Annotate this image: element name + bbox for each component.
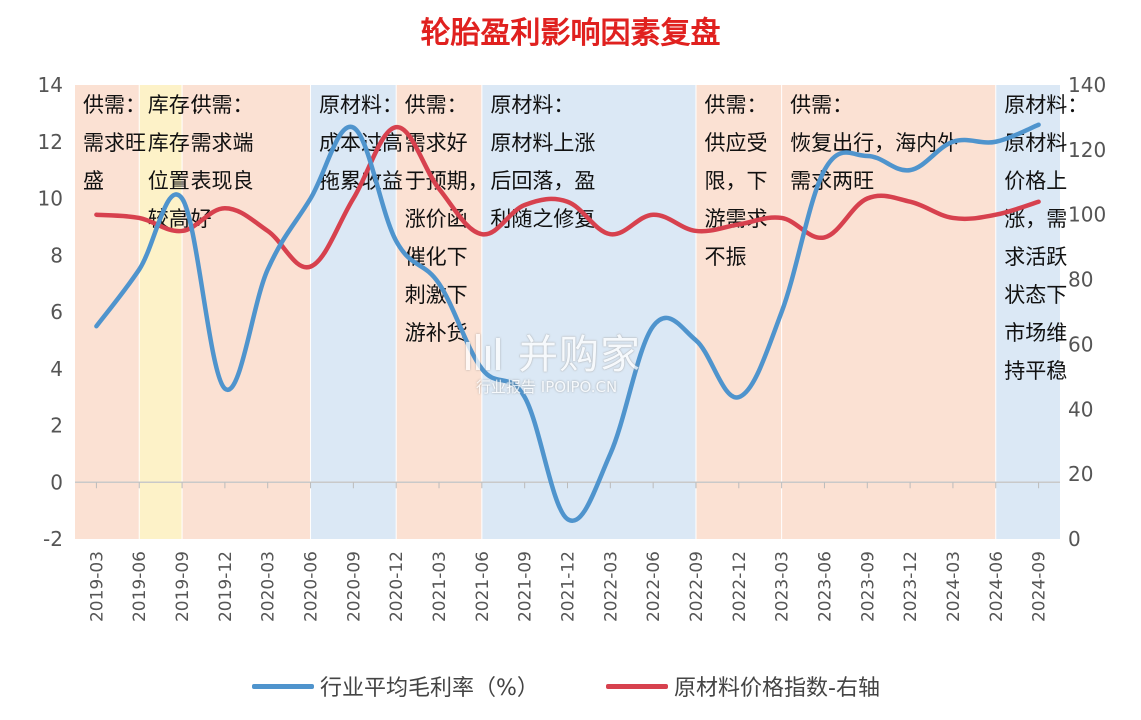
left-tick-label-4: 6 (50, 300, 63, 324)
band-6 (696, 85, 782, 539)
left-tick-label-5: 8 (50, 243, 63, 267)
band-5-line-0: 原材料： (490, 93, 574, 117)
watermark: 并购家 行业报告 IPOIPO.CN (462, 322, 672, 402)
x-tick-label-14: 2022-09 (687, 551, 707, 622)
band-3 (311, 85, 396, 539)
band-1-line-1: 库存 (148, 131, 190, 155)
legend-label-material: 原材料价格指数-右轴 (674, 676, 880, 701)
x-tick-label-12: 2022-03 (601, 551, 621, 622)
band-1 (139, 85, 182, 539)
x-tick-label-22: 2024-09 (1030, 551, 1050, 622)
legend-swatch-margin (252, 683, 314, 689)
x-tick-label-11: 2021-12 (559, 551, 579, 622)
band-4-line-4: 催化下 (405, 245, 468, 269)
x-tick-label-21: 2024-06 (987, 551, 1007, 622)
x-tick-label-16: 2023-03 (773, 551, 793, 622)
band-6-line-4: 不振 (704, 245, 746, 269)
band-5 (482, 85, 696, 539)
legend-item-margin: 行业平均毛利率（%） (252, 668, 539, 704)
band-4-line-0: 供需： (405, 93, 468, 117)
x-tick-label-18: 2023-09 (858, 551, 878, 622)
x-tick-label-1: 2019-06 (130, 551, 150, 622)
band-8-line-0: 原材料： (1004, 93, 1088, 117)
left-tick-label-3: 4 (50, 357, 63, 381)
band-7-line-1: 恢复出行，海内外 (790, 131, 958, 155)
band-6-line-0: 供需： (704, 93, 767, 117)
x-tick-label-4: 2020-03 (259, 551, 279, 622)
x-tick-label-20: 2024-03 (944, 551, 964, 622)
band-8-line-5: 状态下 (1004, 283, 1067, 307)
band-2-line-0: 供需： (191, 93, 254, 117)
left-tick-label-1: 0 (50, 470, 63, 494)
band-7 (782, 85, 996, 539)
left-tick-label-6: 10 (38, 187, 63, 211)
legend: 行业平均毛利率（%） 原材料价格指数-右轴 (0, 668, 1141, 704)
band-0-line-2: 盛 (83, 169, 104, 193)
x-tick-label-15: 2022-12 (730, 551, 750, 622)
band-4-line-5: 刺激下 (405, 283, 468, 307)
left-tick-label-8: 14 (38, 73, 63, 97)
band-3-line-0: 原材料： (319, 93, 403, 117)
band-7-line-0: 供需： (790, 93, 853, 117)
band-4 (396, 85, 482, 539)
right-tick-label-3: 60 (1068, 332, 1093, 356)
band-0-line-0: 供需： (83, 93, 146, 117)
series-line-0 (94, 122, 1041, 523)
watermark-subtext: 行业报告 IPOIPO.CN (476, 378, 618, 396)
x-tick-label-19: 2023-12 (901, 551, 921, 622)
chart-title: 轮胎盈利影响因素复盘 (420, 16, 721, 51)
x-tick-label-2: 2019-09 (173, 551, 193, 622)
right-tick-label-6: 120 (1068, 138, 1106, 162)
right-tick-label-0: 0 (1068, 527, 1081, 551)
x-tick-label-10: 2021-09 (516, 551, 536, 622)
x-tick-label-7: 2020-12 (387, 551, 407, 622)
legend-label-margin: 行业平均毛利率（%） (320, 676, 539, 701)
band-1-line-2: 位置 (148, 169, 190, 193)
right-tick-label-1: 20 (1068, 462, 1093, 486)
right-tick-label-5: 100 (1068, 203, 1106, 227)
band-1-line-0: 库存： (148, 93, 211, 117)
band-7-line-2: 需求两旺 (790, 169, 874, 193)
x-tick-label-8: 2021-03 (430, 551, 450, 622)
band-5-line-2: 后回落，盈 (490, 169, 595, 193)
band-8-line-7: 持平稳 (1004, 359, 1067, 383)
band-2-line-2: 表现良 (191, 169, 254, 193)
x-tick-label-5: 2020-06 (302, 551, 322, 622)
band-4-line-3: 涨价函 (405, 207, 468, 231)
x-tick-label-17: 2023-06 (815, 551, 835, 622)
band-6-line-2: 限，下 (704, 169, 767, 193)
watermark-logo-icon (466, 334, 500, 370)
legend-swatch-material (606, 683, 668, 689)
band-5-line-1: 原材料上涨 (490, 131, 595, 155)
band-8 (996, 85, 1060, 539)
right-tick-label-2: 40 (1068, 397, 1093, 421)
left-tick-label-2: 2 (50, 414, 63, 438)
band-6-line-1: 供应受 (704, 131, 767, 155)
band-8-line-2: 价格上 (1004, 169, 1067, 193)
x-tick-label-0: 2019-03 (87, 551, 107, 622)
left-tick-label-0: -2 (43, 527, 63, 551)
band-2-line-1: 需求端 (191, 131, 254, 155)
legend-item-material: 原材料价格指数-右轴 (606, 668, 880, 704)
series-line-1 (94, 124, 1041, 270)
right-tick-label-7: 140 (1068, 73, 1106, 97)
x-tick-label-6: 2020-09 (344, 551, 364, 622)
left-tick-label-7: 12 (38, 130, 63, 154)
right-tick-label-4: 80 (1068, 268, 1093, 292)
watermark-text: 并购家 (518, 332, 641, 378)
band-4-line-2: 于预期， (405, 169, 489, 193)
band-8-line-4: 求活跃 (1004, 245, 1067, 269)
band-8-line-6: 市场维 (1004, 321, 1067, 345)
x-tick-label-9: 2021-06 (473, 551, 493, 622)
x-tick-label-13: 2022-06 (644, 551, 664, 622)
band-0-line-1: 需求旺 (83, 131, 146, 155)
x-tick-label-3: 2019-12 (216, 551, 236, 622)
